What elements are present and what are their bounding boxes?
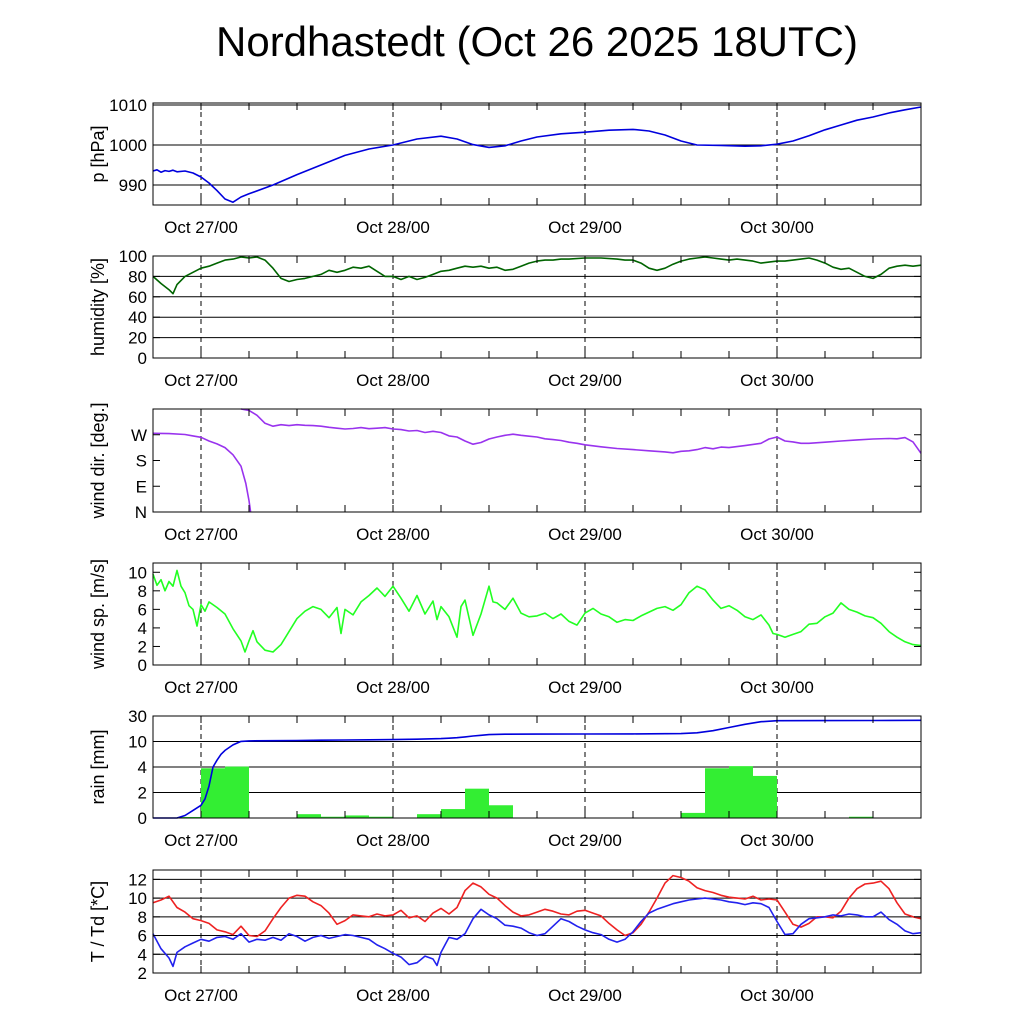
y-tick-label: 60 (128, 288, 147, 307)
y-axis-label: T / Td [*C] (88, 881, 108, 962)
x-tick-label: Oct 27/00 (164, 986, 238, 1005)
x-tick-label: Oct 29/00 (548, 218, 622, 237)
y-tick-label: 30 (128, 707, 147, 726)
x-tick-label: Oct 30/00 (740, 218, 814, 237)
y-tick-label: 8 (138, 908, 147, 927)
series-line-rain-accumulated (153, 719, 922, 819)
y-tick-label: 20 (128, 329, 147, 348)
y-tick-label: 2 (138, 784, 147, 803)
y-tick-label: 6 (138, 600, 147, 619)
series-line-humidity-0 (152, 256, 922, 295)
x-tick-label: Oct 28/00 (356, 371, 430, 390)
rain-bar (705, 768, 729, 818)
rain-bar (681, 812, 705, 818)
x-tick-label: Oct 27/00 (164, 525, 238, 544)
x-tick-label: Oct 28/00 (356, 218, 430, 237)
y-tick-label: 80 (128, 267, 147, 286)
x-tick-label: Oct 28/00 (356, 678, 430, 697)
x-tick-label: Oct 27/00 (164, 831, 238, 850)
x-tick-label: Oct 30/00 (740, 986, 814, 1005)
panel-frame (152, 562, 922, 666)
y-tick-label: 12 (128, 870, 147, 889)
rain-bar (489, 805, 513, 818)
x-tick-label: Oct 30/00 (740, 371, 814, 390)
rain-bar (849, 816, 873, 818)
y-tick-label: S (136, 452, 147, 471)
x-tick-label: Oct 29/00 (548, 678, 622, 697)
y-tick-label: 1010 (109, 96, 147, 115)
x-tick-label: Oct 28/00 (356, 525, 430, 544)
x-tick-label: Oct 30/00 (740, 525, 814, 544)
panel-pressure: Oct 27/00 Oct 28/00 Oct 29/00 Oct 30/00 990 1… (88, 96, 922, 237)
y-tick-label: 2 (138, 964, 147, 983)
rain-bar (345, 815, 369, 818)
series-line-wind_direction-0 (152, 432, 252, 513)
chart-title: Nordhastedt (Oct 26 2025 18UTC) (216, 18, 858, 65)
x-tick-label: Oct 29/00 (548, 831, 622, 850)
y-tick-label: 4 (138, 945, 147, 964)
y-tick-label: E (136, 477, 147, 496)
panel-temperature: Oct 27/00 Oct 28/00 Oct 29/00 Oct 30/00 2468… (88, 869, 922, 1005)
x-tick-label: Oct 30/00 (740, 678, 814, 697)
rain-bar (321, 816, 345, 818)
rain-bar (177, 816, 201, 818)
y-axis-label: wind dir. [deg.] (88, 402, 108, 519)
y-tick-label: 4 (138, 758, 147, 777)
rain-bar (753, 775, 777, 818)
y-tick-label: W (131, 426, 147, 445)
panel-wind_direction: Oct 27/00 Oct 28/00 Oct 29/00 Oct 30/00 NESW… (88, 402, 922, 544)
y-tick-label: 10 (128, 563, 147, 582)
panel-frame (152, 102, 922, 206)
series-line-wind_direction-0 (240, 408, 922, 454)
panel-rain: Oct 27/00 Oct 28/00 Oct 29/00 Oct 30/00 0 2 4 1… (88, 707, 922, 850)
y-tick-label: 40 (128, 308, 147, 327)
y-axis-label: p [hPa] (88, 125, 108, 182)
panel-frame (152, 255, 922, 359)
rain-bar (465, 788, 489, 818)
series-line-temperature-t (152, 874, 922, 938)
y-tick-label: 8 (138, 582, 147, 601)
rain-bar (417, 814, 441, 818)
series-line-pressure-0 (152, 106, 922, 203)
y-tick-label: 100 (119, 247, 147, 266)
y-tick-label: 1000 (109, 136, 147, 155)
rain-bar (201, 768, 225, 818)
x-tick-label: Oct 27/00 (164, 371, 238, 390)
rain-bar (729, 766, 753, 818)
y-tick-label: 6 (138, 927, 147, 946)
x-tick-label: Oct 28/00 (356, 831, 430, 850)
rain-bar (441, 809, 465, 818)
x-tick-label: Oct 29/00 (548, 525, 622, 544)
y-tick-label: 0 (138, 349, 147, 368)
y-tick-label: 4 (138, 619, 147, 638)
x-tick-label: Oct 29/00 (548, 986, 622, 1005)
y-tick-label: 10 (128, 733, 147, 752)
rain-bar (369, 816, 393, 818)
panel-humidity: Oct 27/00 Oct 28/00 Oct 29/00 Oct 30/00 020 4… (88, 247, 922, 390)
y-tick-label: 0 (138, 809, 147, 828)
y-tick-label: N (135, 503, 147, 522)
x-tick-label: Oct 28/00 (356, 986, 430, 1005)
y-axis-label: wind sp. [m/s] (88, 559, 108, 670)
y-tick-label: 2 (138, 637, 147, 656)
series-line-wind_speed-0 (152, 569, 922, 653)
y-tick-label: 0 (138, 656, 147, 675)
x-tick-label: Oct 27/00 (164, 678, 238, 697)
y-axis-label: rain [mm] (88, 729, 108, 804)
series-line-temperature-td (152, 897, 922, 968)
x-tick-label: Oct 27/00 (164, 218, 238, 237)
x-tick-label: Oct 29/00 (548, 371, 622, 390)
rain-bar (225, 766, 249, 818)
x-tick-label: Oct 30/00 (740, 831, 814, 850)
y-axis-label: humidity [%] (88, 258, 108, 356)
panel-wind_speed: Oct 27/00 Oct 28/00 Oct 29/00 Oct 30/00 0246… (88, 559, 922, 697)
y-tick-label: 10 (128, 889, 147, 908)
rain-bar (297, 814, 321, 818)
y-tick-label: 990 (119, 176, 147, 195)
